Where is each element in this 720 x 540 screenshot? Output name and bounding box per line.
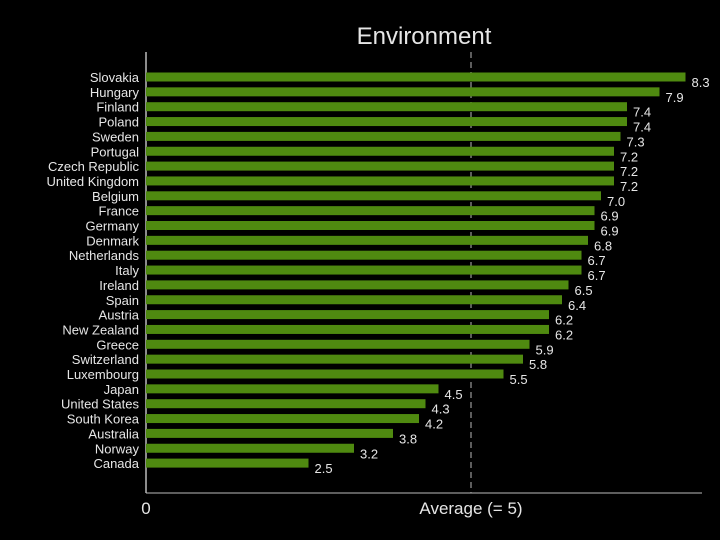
value-label: 7.2 [620, 179, 638, 194]
bar [146, 146, 614, 156]
category-label: France [99, 204, 139, 219]
bar [146, 324, 549, 334]
bar [146, 191, 601, 201]
value-label: 7.4 [633, 105, 651, 120]
category-label: Poland [99, 115, 139, 130]
value-label: 7.3 [627, 134, 645, 149]
category-label: Slovakia [90, 70, 140, 85]
bar [146, 221, 595, 230]
bar [146, 176, 614, 186]
value-label: 4.2 [425, 417, 443, 432]
bar [146, 443, 354, 453]
value-label: 6.2 [555, 313, 573, 328]
value-label: 3.8 [399, 431, 417, 446]
bar [146, 265, 582, 275]
category-label: Finland [96, 100, 139, 115]
bar [146, 280, 569, 290]
value-label: 7.2 [620, 164, 638, 179]
bar [146, 117, 627, 127]
bar [146, 458, 309, 468]
value-label: 5.5 [510, 372, 528, 387]
bar [146, 72, 686, 82]
value-label: 4.3 [432, 402, 450, 417]
value-label: 6.2 [555, 327, 573, 342]
category-label: Czech Republic [48, 159, 140, 174]
category-label: Netherlands [69, 248, 140, 263]
bar [146, 161, 614, 171]
category-label: Switzerland [72, 352, 139, 367]
value-label: 5.9 [536, 342, 554, 357]
value-label: 8.3 [692, 75, 710, 90]
value-label: 4.5 [445, 387, 463, 402]
category-label: Sweden [92, 129, 139, 144]
category-label: Ireland [99, 278, 139, 293]
category-label: United Kingdom [47, 174, 140, 189]
category-label: Belgium [92, 189, 139, 204]
category-label: Denmark [86, 233, 139, 248]
category-label: Italy [115, 263, 139, 278]
value-label: 6.9 [601, 209, 619, 224]
bar [146, 399, 426, 409]
bar [146, 384, 439, 394]
value-label: 3.2 [360, 446, 378, 461]
category-label: Greece [96, 337, 139, 352]
category-label: Hungary [90, 85, 140, 100]
category-label: Norway [95, 441, 140, 456]
value-label: 2.5 [315, 461, 333, 476]
x-tick-label-average: Average (= 5) [419, 499, 522, 518]
category-label: Japan [104, 382, 139, 397]
category-label: Australia [88, 426, 139, 441]
bar [146, 295, 562, 305]
bar [146, 87, 660, 97]
category-label: United States [61, 397, 140, 412]
category-label: Spain [106, 293, 139, 308]
value-label: 6.7 [588, 253, 606, 268]
category-label: Germany [86, 219, 140, 234]
chart-title: Environment [357, 23, 492, 50]
value-label: 7.2 [620, 149, 638, 164]
category-label: Austria [99, 308, 140, 323]
category-label: Portugal [91, 144, 140, 159]
value-label: 7.0 [607, 194, 625, 209]
bar [146, 310, 549, 320]
x-tick-label-zero: 0 [141, 499, 150, 518]
value-label: 5.8 [529, 357, 547, 372]
category-label: South Korea [67, 412, 140, 427]
bar [146, 354, 523, 364]
value-label: 7.4 [633, 120, 651, 135]
value-label: 6.9 [601, 224, 619, 239]
bar [146, 131, 621, 141]
bar [146, 102, 627, 112]
bar [146, 339, 530, 349]
bar [146, 250, 582, 260]
category-label: Canada [93, 456, 139, 471]
bar [146, 414, 419, 424]
bar [146, 369, 504, 379]
value-label: 6.8 [594, 238, 612, 253]
bar [146, 206, 595, 216]
value-label: 7.9 [666, 90, 684, 105]
category-label: New Zealand [62, 322, 139, 337]
value-label: 6.4 [568, 298, 586, 313]
category-label: Luxembourg [67, 367, 139, 382]
bar [146, 428, 393, 438]
value-label: 6.5 [575, 283, 593, 298]
value-label: 6.7 [588, 268, 606, 283]
bar [146, 235, 588, 245]
